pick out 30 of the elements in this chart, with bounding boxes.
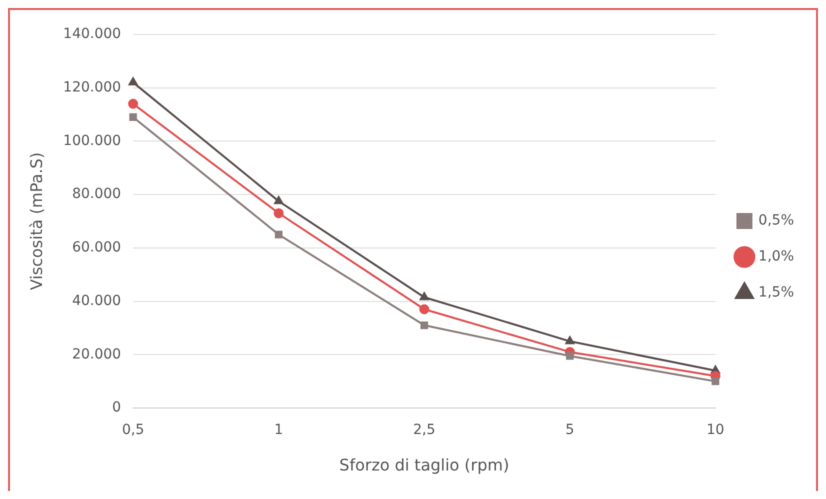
point xyxy=(420,321,428,330)
y-tick-label: 80.000 xyxy=(72,186,122,202)
x-tick-label: 10 xyxy=(706,422,724,438)
y-axis-title: Viscosità (mPa.S) xyxy=(26,152,46,290)
y-tick-label: 20.000 xyxy=(72,346,122,362)
x-tick-label: 2,5 xyxy=(413,422,436,438)
x-tick-label: 0,5 xyxy=(122,422,144,438)
x-axis-title: Sforzo di taglio (rpm) xyxy=(339,456,510,475)
point xyxy=(419,304,430,314)
y-tick-label: 120.000 xyxy=(63,79,122,96)
y-tick-label: 40.000 xyxy=(72,292,122,309)
point xyxy=(420,292,429,300)
x-tick-label: 1 xyxy=(274,422,284,438)
point xyxy=(129,113,137,121)
point xyxy=(712,377,720,386)
legend-label: 1,0% xyxy=(758,248,794,265)
point xyxy=(274,208,284,218)
y-tick-label: 140.000 xyxy=(63,26,122,42)
point xyxy=(128,77,138,86)
y-tick-label: 100.000 xyxy=(63,132,122,149)
point xyxy=(566,352,574,360)
point xyxy=(274,230,283,238)
y-tick-label: 0 xyxy=(112,400,122,416)
point xyxy=(128,98,138,109)
point xyxy=(565,336,574,344)
x-tick-label: 5 xyxy=(565,422,574,438)
legend-label: 0,5% xyxy=(758,212,794,229)
y-tick-label: 60.000 xyxy=(72,240,122,256)
legend-label: 1,5% xyxy=(758,284,794,301)
point xyxy=(274,196,284,204)
